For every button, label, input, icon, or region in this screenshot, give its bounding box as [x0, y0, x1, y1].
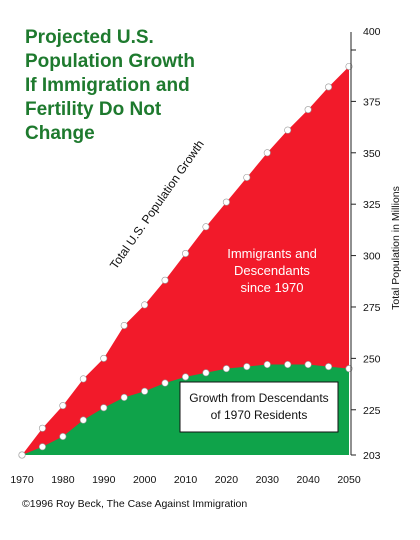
- y-tick-label-250: 250: [363, 353, 381, 365]
- total-point-2045: [325, 83, 333, 91]
- descendants-point-2045: [325, 363, 333, 371]
- descendants-point-2035: [284, 361, 292, 369]
- total-point-1980: [59, 402, 67, 410]
- title-line-2: Population Growth: [25, 51, 195, 72]
- x-tick-label-2020: 2020: [215, 474, 239, 486]
- total-series-points: [18, 62, 353, 459]
- y-tick-label-400: 400: [363, 26, 381, 38]
- y-tick-label-350: 350: [363, 148, 381, 160]
- x-tick-label-1980: 1980: [51, 474, 75, 486]
- title-line-4: Fertility Do Not: [25, 99, 162, 120]
- title-line-1: Projected U.S.: [25, 27, 154, 48]
- immigrants-area: [22, 66, 349, 455]
- descendants-point-2025: [243, 363, 251, 371]
- total-point-1975: [38, 424, 46, 432]
- descendants-point-2030: [263, 361, 271, 369]
- descendants-point-2015: [202, 369, 210, 377]
- y-tick-label-225: 225: [363, 405, 381, 417]
- x-tick-label-2010: 2010: [174, 474, 198, 486]
- y-axis-label: Total Population in Millions: [390, 186, 402, 310]
- y-tick-label-300: 300: [363, 251, 381, 263]
- descendants-label-line-1: Growth from Descendants: [189, 391, 328, 405]
- descendants-point-2000: [141, 387, 149, 395]
- descendants-point-1985: [79, 416, 87, 424]
- y-axis-ticks: 203 225 250 275 300 325 350 375 400: [351, 26, 381, 462]
- descendants-point-1995: [120, 393, 128, 401]
- descendants-label-line-2: of 1970 Residents: [211, 408, 308, 422]
- x-tick-label-2050: 2050: [337, 474, 361, 486]
- immigrants-label: Immigrants and Descendants since 1970: [227, 246, 317, 295]
- descendants-point-1970: [18, 451, 26, 459]
- total-point-2025: [243, 173, 251, 181]
- total-point-2030: [263, 149, 271, 157]
- copyright-text: ©1996 Roy Beck, The Case Against Immigra…: [22, 498, 247, 510]
- x-tick-label-1990: 1990: [92, 474, 116, 486]
- total-point-1995: [120, 321, 128, 329]
- total-point-2040: [304, 106, 312, 114]
- y-tick-label-325: 325: [363, 199, 381, 211]
- total-point-1990: [100, 354, 108, 362]
- immigrants-label-line-1: Immigrants and: [227, 246, 317, 261]
- y-tick-label-275: 275: [363, 302, 381, 314]
- title-line-3: If Immigration and: [25, 75, 190, 96]
- immigrants-label-line-2: Descendants: [234, 263, 310, 278]
- total-point-2010: [182, 250, 190, 258]
- x-tick-label-1970: 1970: [10, 474, 34, 486]
- total-point-2020: [222, 198, 230, 206]
- descendants-point-1990: [100, 404, 108, 412]
- descendants-point-2020: [222, 365, 230, 373]
- y-tick-label-203: 203: [363, 450, 381, 462]
- total-point-2015: [202, 223, 210, 231]
- x-tick-label-2030: 2030: [256, 474, 280, 486]
- descendants-point-2005: [161, 379, 169, 387]
- total-point-2005: [161, 276, 169, 284]
- total-point-1985: [79, 375, 87, 383]
- total-point-2000: [141, 301, 149, 309]
- y-tick-label-375: 375: [363, 96, 381, 108]
- x-tick-label-2040: 2040: [296, 474, 320, 486]
- descendants-label-box: Growth from Descendants of 1970 Resident…: [179, 381, 339, 433]
- x-tick-label-2000: 2000: [133, 474, 157, 486]
- title-line-5: Change: [25, 123, 95, 144]
- chart-title: Projected U.S. Population Growth If Immi…: [25, 27, 195, 144]
- descendants-point-1980: [59, 432, 67, 440]
- x-axis-ticks: 1970 1980 1990 2000 2010 2020 2030 2040 2050: [10, 474, 361, 486]
- descendants-point-2040: [304, 361, 312, 369]
- immigrants-label-line-3: since 1970: [241, 280, 304, 295]
- total-point-2035: [284, 126, 292, 134]
- descendants-point-1975: [38, 443, 46, 451]
- descendants-point-2010: [182, 373, 190, 381]
